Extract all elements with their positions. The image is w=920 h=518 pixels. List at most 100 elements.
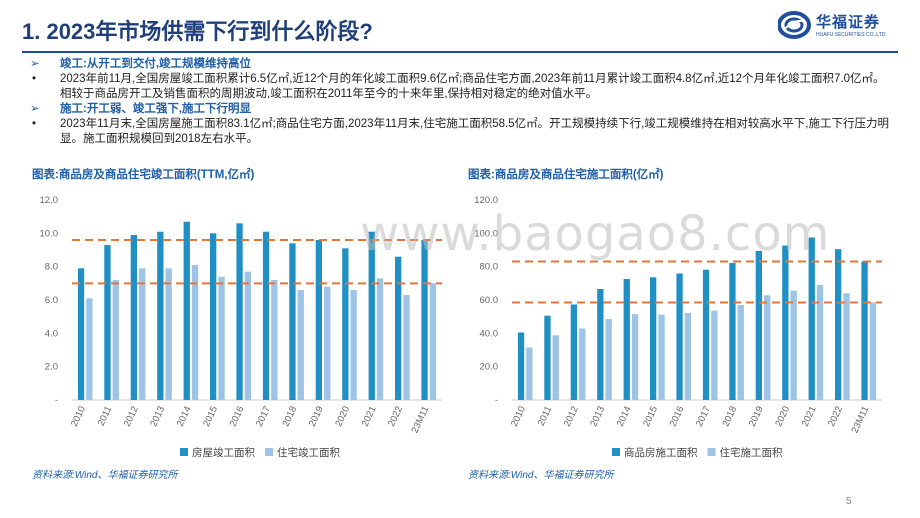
x-tick-label: 2019: [307, 405, 326, 429]
x-tick-label: 2010: [69, 405, 88, 429]
bar-series2: [526, 347, 533, 400]
bar-series1: [395, 256, 402, 400]
watermark: www.baogao8.com: [360, 206, 831, 262]
bar-series1: [702, 269, 710, 400]
x-tick-label: 23M11: [850, 405, 872, 435]
bar-series1: [342, 248, 349, 400]
bar-series2: [218, 276, 225, 400]
source-note-right: 资料来源:Wind、华福证券研究所: [468, 470, 614, 481]
bar-series1: [368, 231, 375, 400]
bar-series2: [658, 314, 665, 400]
legend-label: 商品房施工面积: [624, 446, 698, 459]
legend-label: 住宅施工面积: [720, 446, 783, 459]
bar-series2: [297, 290, 304, 400]
title-rule: [22, 51, 898, 53]
legend-swatch: [180, 448, 188, 456]
x-tick-label: 2011: [536, 405, 555, 428]
x-tick-label: 2015: [641, 405, 660, 429]
bar-series2: [244, 271, 252, 400]
y-tick-label: 2.0: [45, 362, 58, 373]
bar-series1: [570, 304, 577, 400]
bar-series1: [315, 240, 322, 400]
chart-construction: - 20.0 40.0 60.0 80.0 100.0 120.0 2010 2011 2012 2…: [474, 195, 882, 459]
bar-series1: [597, 289, 604, 400]
arrow-bullet-icon: ➢: [30, 58, 40, 70]
bar-series2: [271, 280, 278, 400]
bar-series2: [816, 285, 824, 400]
y-tick-label: 60.0: [480, 295, 499, 306]
bar-series2: [579, 328, 586, 400]
chart-title-construction: 图表:商品房及商品住宅施工面积(亿㎡): [468, 169, 664, 181]
bar-series1: [808, 237, 815, 400]
bar-series1: [782, 245, 789, 400]
bar-series1: [262, 231, 270, 400]
x-tick-label: 2021: [800, 405, 819, 429]
bar-series2: [165, 268, 172, 400]
bar-series1: [650, 277, 657, 400]
bar-series1: [676, 273, 683, 400]
bar-series1: [210, 233, 217, 400]
x-tick-label: 2014: [615, 405, 634, 429]
logo-icon: [777, 11, 811, 39]
bar-series1: [421, 240, 428, 400]
legend-swatch: [707, 448, 716, 456]
chart-completion: - 2.0 4.0 6.0 8.0 10.0 12.0 2010 2011 2012 2013 201…: [40, 195, 442, 459]
x-tick-label: 2022: [826, 405, 845, 429]
y-tick-label: 120.0: [474, 195, 498, 206]
section-heading-construction: ➢ 施工:开工弱、竣工强下,施工下行明显: [30, 102, 890, 117]
arrow-bullet-icon: ➢: [30, 103, 40, 115]
x-tick-label: 2021: [360, 405, 379, 429]
bar-series2: [112, 280, 119, 400]
x-tick-label: 2018: [720, 405, 739, 429]
source-note-left: 资料来源:Wind、华福证券研究所: [32, 470, 178, 481]
bar-series2: [403, 295, 410, 400]
bar-series1: [77, 268, 85, 400]
x-tick-label: 23M11: [410, 405, 432, 435]
page-title: 1. 2023年市场供需下行到什么阶段?: [22, 19, 373, 44]
bar-series2: [191, 265, 199, 400]
bullet-completion: • 2023年前11月,全国房屋竣工面积累计6.5亿㎡,近12个月的年化竣工面积…: [30, 72, 890, 102]
logo-name: 华福证券: [816, 14, 881, 31]
legend-swatch: [612, 448, 620, 456]
legend-label: 住宅竣工面积: [277, 446, 340, 459]
y-tick-label: 100.0: [474, 228, 498, 239]
bar-series1: [517, 332, 525, 400]
x-tick-label: 2014: [175, 405, 194, 429]
bar-series1: [236, 223, 243, 400]
bar-series1: [289, 243, 296, 400]
x-tick-label: 2017: [254, 405, 273, 429]
bar-series2: [684, 313, 692, 400]
bar-series2: [737, 305, 744, 400]
section-heading-completion: ➢ 竣工:从开工到交付,竣工规模维持高位: [30, 57, 890, 72]
x-tick-label: 2018: [280, 405, 299, 429]
x-tick-label: 2010: [509, 405, 528, 429]
bar-series2: [324, 286, 331, 400]
bar-series2: [790, 290, 797, 400]
x-tick-label: 2015: [201, 405, 220, 429]
y-tick-label: 10.0: [40, 228, 59, 239]
bullet-text: 2023年11月末,全国房屋施工面积83.1亿㎡;商品住宅方面,2023年11月…: [60, 118, 889, 145]
y-tick-label: 80.0: [480, 262, 499, 273]
bar-series2: [350, 290, 357, 400]
bar-series1: [183, 221, 190, 400]
section-heading-text: 施工:开工弱、竣工强下,施工下行明显: [60, 103, 252, 115]
bullet-dot-icon: •: [32, 118, 37, 130]
logo: 华福证券 HUAFU SECURITIES CO.,LTD.: [777, 10, 906, 44]
bar-series2: [429, 283, 437, 400]
bar-series2: [764, 295, 771, 400]
legend-swatch: [265, 448, 273, 456]
x-tick-label: 2012: [562, 405, 581, 429]
y-tick-label: 20.0: [480, 362, 499, 373]
bullet-dot-icon: •: [32, 73, 37, 85]
bar-series1: [861, 261, 868, 400]
y-tick-label: 6.0: [45, 295, 58, 306]
y-tick-label: 12.0: [40, 195, 59, 206]
x-tick-label: 2013: [148, 405, 167, 429]
x-tick-label: 2020: [773, 405, 792, 429]
x-tick-label: 2012: [122, 405, 141, 429]
y-tick-label: -: [55, 395, 58, 406]
x-tick-label: 2017: [694, 405, 713, 429]
bar-series2: [552, 335, 559, 400]
logo-subtitle: HUAFU SECURITIES CO.,LTD.: [816, 32, 887, 38]
bar-series2: [631, 314, 639, 400]
